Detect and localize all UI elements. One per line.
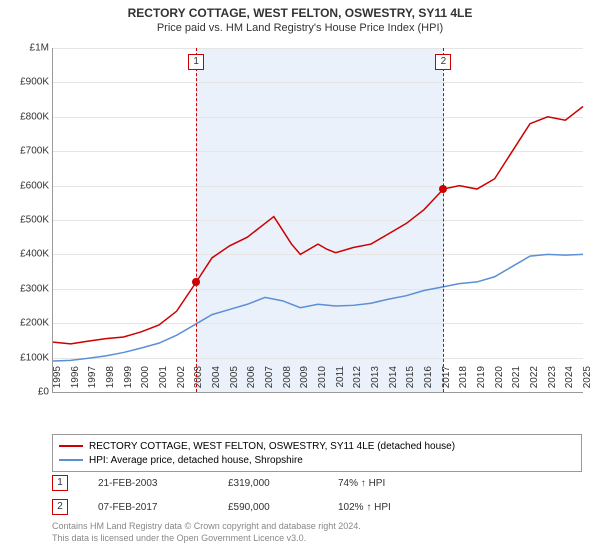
data-point bbox=[439, 185, 447, 193]
footer: Contains HM Land Registry data © Crown c… bbox=[52, 521, 582, 544]
y-axis-label: £700K bbox=[5, 146, 49, 157]
chart-svg bbox=[53, 48, 583, 392]
y-axis-label: £600K bbox=[5, 180, 49, 191]
marker-line bbox=[443, 48, 444, 392]
x-axis-label: 2018 bbox=[458, 366, 469, 396]
y-axis-label: £800K bbox=[5, 111, 49, 122]
data-point bbox=[192, 278, 200, 286]
event-box: 2 bbox=[52, 499, 68, 515]
x-axis-label: 2004 bbox=[211, 366, 222, 396]
x-axis-label: 2014 bbox=[388, 366, 399, 396]
x-axis-label: 2013 bbox=[370, 366, 381, 396]
x-axis-label: 2016 bbox=[423, 366, 434, 396]
series-line bbox=[53, 106, 583, 343]
event-date: 07-FEB-2017 bbox=[98, 502, 198, 513]
y-axis-label: £300K bbox=[5, 283, 49, 294]
x-axis-label: 2020 bbox=[494, 366, 505, 396]
x-axis-label: 2021 bbox=[511, 366, 522, 396]
x-axis-label: 2025 bbox=[582, 366, 593, 396]
x-axis-label: 2006 bbox=[246, 366, 257, 396]
y-axis-label: £0 bbox=[5, 387, 49, 398]
chart-plot-area: £0£100K£200K£300K£400K£500K£600K£700K£80… bbox=[52, 48, 583, 393]
y-axis-label: £500K bbox=[5, 215, 49, 226]
y-axis-label: £900K bbox=[5, 77, 49, 88]
legend: RECTORY COTTAGE, WEST FELTON, OSWESTRY, … bbox=[52, 434, 582, 472]
y-axis-label: £1M bbox=[5, 43, 49, 54]
event-row: 1 21-FEB-2003 £319,000 74% ↑ HPI bbox=[52, 475, 582, 491]
x-axis-label: 2010 bbox=[317, 366, 328, 396]
legend-swatch bbox=[59, 459, 83, 461]
series-line bbox=[53, 254, 583, 361]
x-axis-label: 2005 bbox=[229, 366, 240, 396]
x-axis-label: 1997 bbox=[87, 366, 98, 396]
y-axis-label: £100K bbox=[5, 352, 49, 363]
x-axis-label: 2019 bbox=[476, 366, 487, 396]
x-axis-label: 1998 bbox=[105, 366, 116, 396]
x-axis-label: 2007 bbox=[264, 366, 275, 396]
legend-label: HPI: Average price, detached house, Shro… bbox=[89, 455, 303, 466]
x-axis-label: 2000 bbox=[140, 366, 151, 396]
event-price: £590,000 bbox=[228, 502, 308, 513]
event-hpi: 74% ↑ HPI bbox=[338, 478, 438, 489]
legend-row: HPI: Average price, detached house, Shro… bbox=[59, 453, 575, 467]
event-row: 2 07-FEB-2017 £590,000 102% ↑ HPI bbox=[52, 499, 582, 515]
y-axis-label: £200K bbox=[5, 318, 49, 329]
event-price: £319,000 bbox=[228, 478, 308, 489]
legend-row: RECTORY COTTAGE, WEST FELTON, OSWESTRY, … bbox=[59, 439, 575, 453]
x-axis-label: 2008 bbox=[282, 366, 293, 396]
x-axis-label: 2017 bbox=[441, 366, 452, 396]
y-axis-label: £400K bbox=[5, 249, 49, 260]
x-axis-label: 2015 bbox=[405, 366, 416, 396]
title-block: RECTORY COTTAGE, WEST FELTON, OSWESTRY, … bbox=[0, 0, 600, 34]
x-axis-label: 1996 bbox=[70, 366, 81, 396]
footer-line1: Contains HM Land Registry data © Crown c… bbox=[52, 521, 582, 533]
x-axis-label: 2002 bbox=[176, 366, 187, 396]
marker-box: 1 bbox=[188, 54, 204, 70]
x-axis-label: 2001 bbox=[158, 366, 169, 396]
marker-box: 2 bbox=[435, 54, 451, 70]
x-axis-label: 2012 bbox=[352, 366, 363, 396]
legend-swatch bbox=[59, 445, 83, 447]
x-axis-label: 2003 bbox=[193, 366, 204, 396]
x-axis-label: 2009 bbox=[299, 366, 310, 396]
event-hpi: 102% ↑ HPI bbox=[338, 502, 438, 513]
event-date: 21-FEB-2003 bbox=[98, 478, 198, 489]
chart-container: RECTORY COTTAGE, WEST FELTON, OSWESTRY, … bbox=[0, 0, 600, 560]
chart-title: RECTORY COTTAGE, WEST FELTON, OSWESTRY, … bbox=[0, 6, 600, 20]
x-axis-label: 2022 bbox=[529, 366, 540, 396]
event-box: 1 bbox=[52, 475, 68, 491]
x-axis-label: 1995 bbox=[52, 366, 63, 396]
events-table: 1 21-FEB-2003 £319,000 74% ↑ HPI 2 07-FEB-201… bbox=[52, 475, 582, 523]
chart-subtitle: Price paid vs. HM Land Registry's House … bbox=[0, 22, 600, 34]
x-axis-label: 2011 bbox=[335, 366, 346, 396]
footer-line2: This data is licensed under the Open Gov… bbox=[52, 533, 582, 545]
x-axis-label: 2023 bbox=[547, 366, 558, 396]
legend-label: RECTORY COTTAGE, WEST FELTON, OSWESTRY, … bbox=[89, 441, 455, 452]
x-axis-label: 1999 bbox=[123, 366, 134, 396]
x-axis-label: 2024 bbox=[564, 366, 575, 396]
marker-line bbox=[196, 48, 197, 392]
